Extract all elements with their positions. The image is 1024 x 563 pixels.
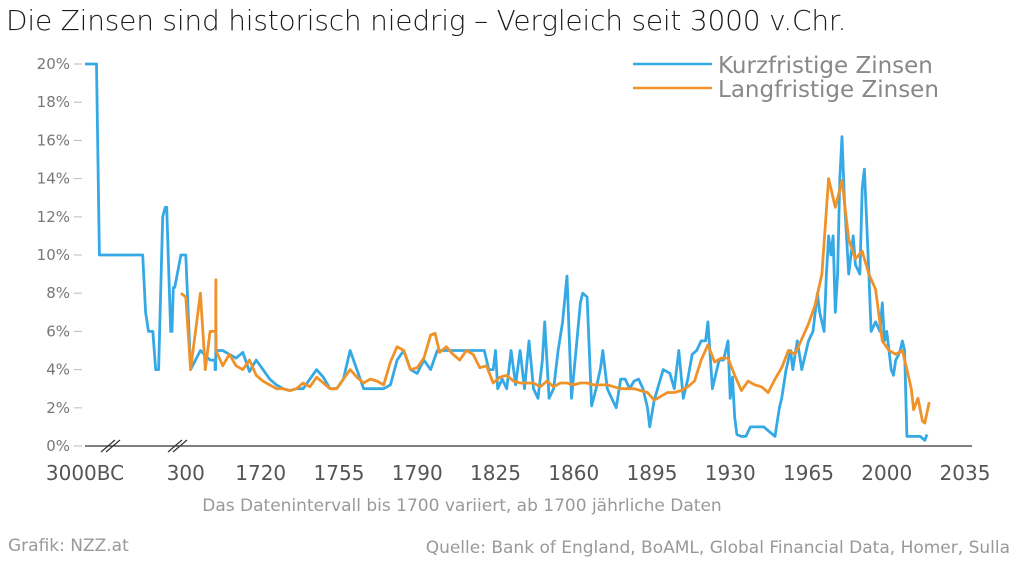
chart-title: Die Zinsen sind historisch niedrig – Ver…: [6, 4, 847, 37]
axis-break-mark: [100, 439, 116, 453]
x-tick-label: 1720: [235, 461, 286, 485]
x-tick-label: 2035: [940, 461, 991, 485]
axis-break-mark: [167, 439, 183, 453]
x-tick-label: 2000: [861, 461, 912, 485]
axis-break-mark: [105, 439, 121, 453]
y-tick-label: 18%: [37, 93, 70, 111]
data-interval-note: Das Datenintervall bis 1700 variiert, ab…: [202, 496, 721, 516]
y-tick-label: 6%: [46, 322, 70, 340]
y-tick-label: 12%: [37, 208, 70, 226]
legend-label: Langfristige Zinsen: [718, 77, 939, 103]
series-line-langfristig: [180, 177, 931, 425]
x-axis: 3000BC 300 1720 1755 1790 1825 1860 1895 1930 196…: [46, 439, 991, 485]
x-tick-label: 1790: [392, 461, 443, 485]
series-line-kurzfristig: [85, 62, 929, 442]
legend-label: Kurzfristige Zinsen: [718, 53, 933, 79]
x-tick-label: 1930: [705, 461, 756, 485]
footer-credit: Grafik: NZZ.at: [8, 536, 129, 556]
y-tick-label: 16%: [37, 131, 70, 149]
x-tick-label: 1860: [548, 461, 599, 485]
x-tick-label: 300: [167, 461, 205, 485]
y-tick-label: 8%: [46, 284, 70, 302]
footer-source: Quelle: Bank of England, BoAML, Global F…: [426, 538, 1010, 558]
x-tick-label: 1965: [783, 461, 834, 485]
y-tick-label: 4%: [46, 361, 70, 379]
axis-break-mark: [172, 439, 188, 453]
x-tick-label: 1755: [314, 461, 365, 485]
y-axis: 0% 2% 4% 6% 8% 10% 12% 14% 16% 18% 20%: [37, 55, 82, 455]
y-tick-label: 10%: [37, 246, 70, 264]
x-tick-label: 3000BC: [46, 461, 124, 485]
y-tick-label: 0%: [46, 437, 70, 455]
series-group: [85, 62, 931, 442]
y-tick-label: 2%: [46, 399, 70, 417]
x-tick-label: 1825: [470, 461, 521, 485]
x-tick-label: 1895: [627, 461, 678, 485]
y-tick-label: 20%: [37, 55, 70, 73]
y-tick-label: 14%: [37, 170, 70, 188]
